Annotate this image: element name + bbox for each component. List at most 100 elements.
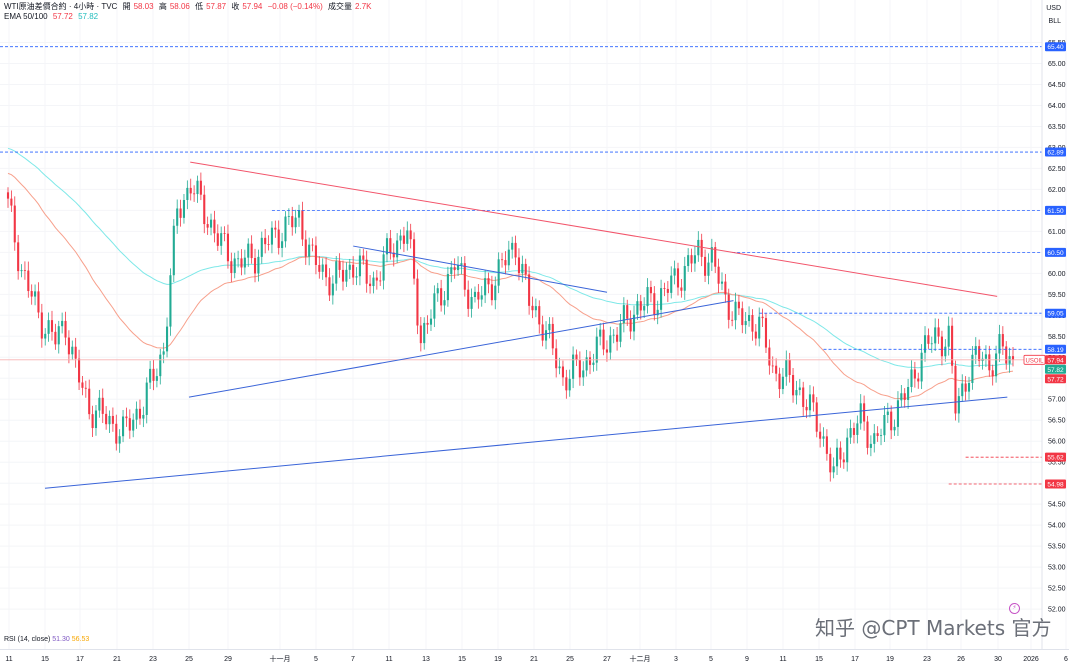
candle-body <box>54 331 57 345</box>
candle-body <box>27 270 30 292</box>
volume-label: 成交量 <box>328 2 353 11</box>
candle-body <box>961 383 964 397</box>
ema-50-path <box>7 172 1014 400</box>
candle-body <box>751 315 754 332</box>
candle-body <box>477 291 480 300</box>
candle-body <box>17 242 20 272</box>
candle-body <box>267 244 270 245</box>
candle-body <box>609 335 612 353</box>
candle-body <box>402 235 405 244</box>
candle-body <box>700 239 703 257</box>
open-value: 58.03 <box>133 2 154 11</box>
candle-body <box>304 239 307 257</box>
candle-body <box>555 348 558 369</box>
candle-body <box>105 413 108 425</box>
candle-body <box>869 443 872 448</box>
candle-body <box>348 264 351 270</box>
price-tag <box>1045 364 1066 374</box>
y-tick-label: 53.00 <box>1048 565 1066 572</box>
candle-body <box>616 334 619 342</box>
y-tick-label: 56.50 <box>1048 418 1066 425</box>
candle-body <box>10 198 13 206</box>
candle-body <box>984 354 987 359</box>
watermark: 知乎 @CPT Markets 官方 <box>815 616 1052 640</box>
x-tick-label: 6 <box>1064 656 1068 663</box>
candle-body <box>646 287 649 307</box>
candle-body <box>913 369 916 379</box>
level-tag-text: 58.19 <box>1047 347 1064 354</box>
candle-body <box>863 403 866 422</box>
candle-body <box>145 382 148 415</box>
candle-body <box>34 291 37 297</box>
candle-body <box>372 277 375 287</box>
candle-body <box>223 233 226 234</box>
candle-body <box>213 219 216 234</box>
candle-body <box>595 336 598 363</box>
candle-body <box>517 257 521 274</box>
candle-body <box>717 266 720 284</box>
quantity-unit[interactable]: BLL <box>1048 18 1061 25</box>
candle-body <box>724 281 727 295</box>
candle-body <box>639 301 642 311</box>
level-tag <box>1045 479 1066 489</box>
candle-body <box>879 435 883 437</box>
candle-body <box>534 306 537 311</box>
volume-value: 2.7K <box>355 2 372 11</box>
candle-body <box>159 354 162 377</box>
rsi-legend[interactable]: RSI (14, close) 51.30 56.53 <box>4 636 89 643</box>
x-tick-label: 21 <box>530 656 538 663</box>
candle-body <box>30 291 33 297</box>
candle-body <box>995 353 998 377</box>
candle-body <box>155 376 158 381</box>
level-tag-text: 59.05 <box>1047 311 1064 318</box>
candle-body <box>382 254 385 281</box>
symbol-title[interactable]: WTI原油差價合約 · 4小時 · TVC <box>4 2 118 11</box>
candle-body <box>406 230 409 244</box>
candle-body <box>504 260 507 266</box>
candle-body <box>23 270 26 271</box>
level-tag <box>1045 308 1066 318</box>
candle-body <box>206 224 209 228</box>
x-tick-label: 17 <box>851 656 859 663</box>
candle-body <box>622 305 625 324</box>
high-value: 58.06 <box>169 2 190 11</box>
candle-body <box>974 346 977 355</box>
x-tick-label: 26 <box>957 656 965 663</box>
x-tick-label: 13 <box>422 656 430 663</box>
candle-body <box>250 243 253 259</box>
candle-body <box>893 426 896 431</box>
candle-body <box>971 354 974 384</box>
candle-body <box>463 263 466 290</box>
alert-icon[interactable]: ⚡ <box>1009 603 1020 614</box>
candle-body <box>660 288 663 310</box>
x-tick-label: 9 <box>745 656 749 663</box>
level-tag <box>1045 147 1066 157</box>
candle-body <box>57 326 60 345</box>
candle-body <box>385 238 389 255</box>
candle-body <box>257 256 260 274</box>
candle-body <box>365 259 368 284</box>
candle-body <box>585 357 588 371</box>
candle-body <box>281 241 284 248</box>
candle-body <box>453 267 456 271</box>
candle-body <box>541 324 544 341</box>
ema100-value: 57.82 <box>78 12 99 21</box>
candle-body <box>829 453 832 473</box>
candle-body <box>165 326 169 352</box>
candle-body <box>578 359 581 378</box>
candle-body <box>825 436 828 454</box>
candle-body <box>50 320 54 332</box>
candle-body <box>656 309 659 316</box>
y-tick-label: 54.50 <box>1048 502 1066 509</box>
candle-body <box>602 329 605 350</box>
currency-unit[interactable]: USD <box>1046 5 1061 12</box>
candle-body <box>338 261 341 270</box>
candle-body <box>805 406 808 411</box>
candle-body <box>91 414 94 429</box>
x-tick-label: 29 <box>224 656 232 663</box>
ema-legend[interactable]: EMA 50/100 57.72 57.82 <box>4 12 101 22</box>
close-label: 收 <box>231 2 240 11</box>
candle-body <box>152 368 155 381</box>
candle-body <box>20 270 23 272</box>
